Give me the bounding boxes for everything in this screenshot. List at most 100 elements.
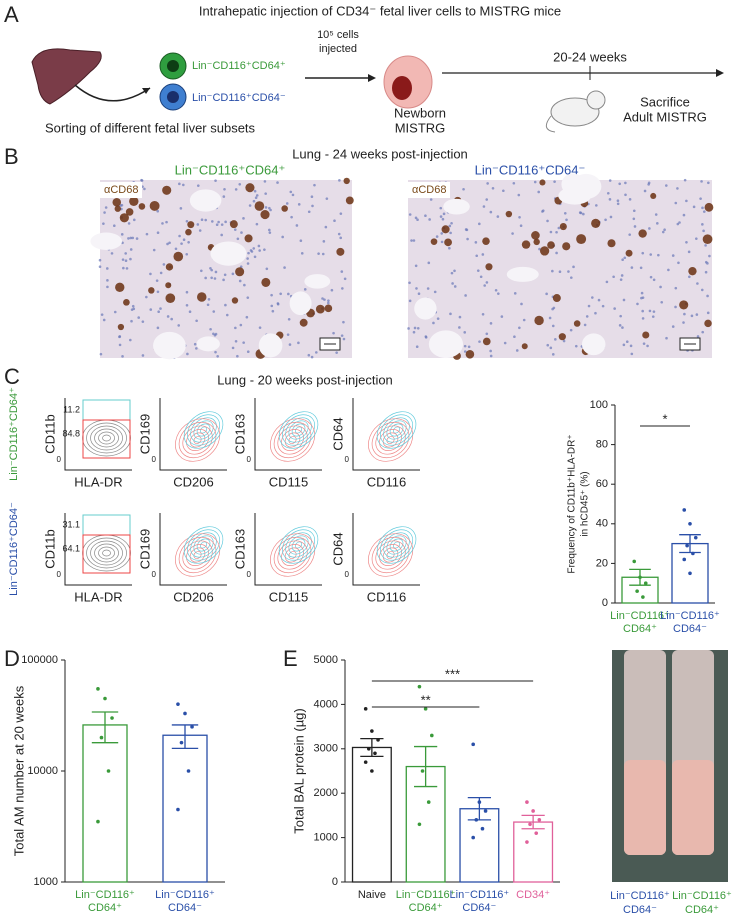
cd68-cell xyxy=(173,251,184,262)
nucleus xyxy=(569,328,573,332)
bar xyxy=(351,746,392,883)
nucleus xyxy=(214,179,217,182)
nucleus xyxy=(665,184,668,187)
cd68-cell xyxy=(552,294,561,303)
nucleus xyxy=(212,332,215,336)
nucleus xyxy=(701,223,704,226)
cd68-cell xyxy=(148,287,155,294)
nucleus xyxy=(605,280,609,284)
nucleus xyxy=(541,210,544,213)
cd68-cell xyxy=(117,323,125,331)
nucleus xyxy=(442,212,446,216)
panel-letter: B xyxy=(4,144,19,169)
nucleus xyxy=(145,232,149,236)
nucleus xyxy=(671,325,675,328)
contour xyxy=(186,428,209,452)
cd68-cell xyxy=(688,266,697,276)
nucleus xyxy=(121,258,125,261)
nucleus xyxy=(324,225,328,229)
x-tick-label: Lin⁻CD116⁺ xyxy=(660,610,720,622)
nucleus xyxy=(303,288,307,291)
contour xyxy=(86,537,127,569)
cd68-cell xyxy=(324,304,333,313)
data-point xyxy=(176,807,180,812)
nucleus xyxy=(696,282,699,285)
y-tick-label: 1000 xyxy=(34,876,58,888)
nucleus xyxy=(247,251,250,255)
contour xyxy=(379,543,402,567)
nucleus xyxy=(211,220,214,223)
nucleus xyxy=(255,222,259,226)
nucleus xyxy=(545,292,548,296)
contour xyxy=(178,536,217,574)
nucleus xyxy=(700,288,704,292)
nucleus xyxy=(207,298,211,301)
nucleus xyxy=(129,257,132,261)
nucleus xyxy=(210,268,213,272)
nucleus xyxy=(440,232,444,235)
contour xyxy=(281,428,304,452)
nucleus xyxy=(702,210,706,213)
nucleus xyxy=(186,352,189,356)
nucleus xyxy=(674,201,678,205)
nucleus xyxy=(118,335,121,339)
gate-value: 64.1 xyxy=(62,543,80,553)
nucleus xyxy=(152,248,156,252)
nucleus xyxy=(180,242,183,245)
nucleus xyxy=(481,313,485,316)
alveolus xyxy=(90,232,123,250)
nucleus xyxy=(127,222,131,225)
nucleus xyxy=(649,253,653,256)
cd68-cell xyxy=(559,223,567,231)
nucleus xyxy=(234,188,238,191)
cd68-cell xyxy=(521,240,531,249)
nucleus xyxy=(464,228,468,231)
nucleus xyxy=(408,213,412,216)
nucleus xyxy=(279,292,282,296)
nucleus xyxy=(652,278,656,282)
nucleus xyxy=(608,198,612,201)
panel-letter: E xyxy=(283,646,298,671)
contour xyxy=(90,540,123,566)
contour xyxy=(193,551,202,559)
nucleus xyxy=(157,310,160,314)
nucleus xyxy=(572,265,575,269)
nucleus xyxy=(307,353,311,357)
nucleus xyxy=(132,307,136,311)
nucleus xyxy=(519,224,523,227)
nucleus xyxy=(99,352,103,356)
nucleus xyxy=(200,269,203,273)
nucleus xyxy=(220,223,224,226)
nucleus xyxy=(276,302,280,305)
cd68-cell xyxy=(558,333,566,341)
contour xyxy=(186,543,209,567)
nucleus xyxy=(249,249,253,252)
nucleus xyxy=(182,238,186,242)
photo-label: CD64⁺ xyxy=(685,904,719,916)
y-axis-label: CD169 xyxy=(137,414,152,454)
contour xyxy=(270,533,316,577)
nucleus xyxy=(407,327,410,330)
nucleus xyxy=(441,217,445,221)
panel-a-title: Intrahepatic injection of CD34⁻ fetal li… xyxy=(199,3,561,18)
histology-image xyxy=(100,180,352,358)
nucleus xyxy=(245,315,249,319)
y-tick-label: 5000 xyxy=(314,654,338,666)
x-tick-label: Lin⁻CD116⁺ xyxy=(450,889,510,901)
nucleus xyxy=(269,208,272,212)
nucleus xyxy=(322,240,326,243)
nucleus xyxy=(439,206,443,210)
nucleus xyxy=(497,292,500,295)
data-point xyxy=(638,575,642,580)
nucleus xyxy=(281,235,284,239)
nucleus xyxy=(674,286,678,290)
nucleus xyxy=(276,181,279,184)
nucleus xyxy=(616,199,620,203)
contour xyxy=(94,543,119,563)
nucleus xyxy=(161,222,164,225)
liver xyxy=(31,48,102,105)
newborn-label: Newborn xyxy=(394,105,446,120)
x-tick-label: CD64⁺ xyxy=(88,902,122,914)
x-tick-label: Naive xyxy=(358,889,386,901)
arrow-head xyxy=(142,88,150,94)
